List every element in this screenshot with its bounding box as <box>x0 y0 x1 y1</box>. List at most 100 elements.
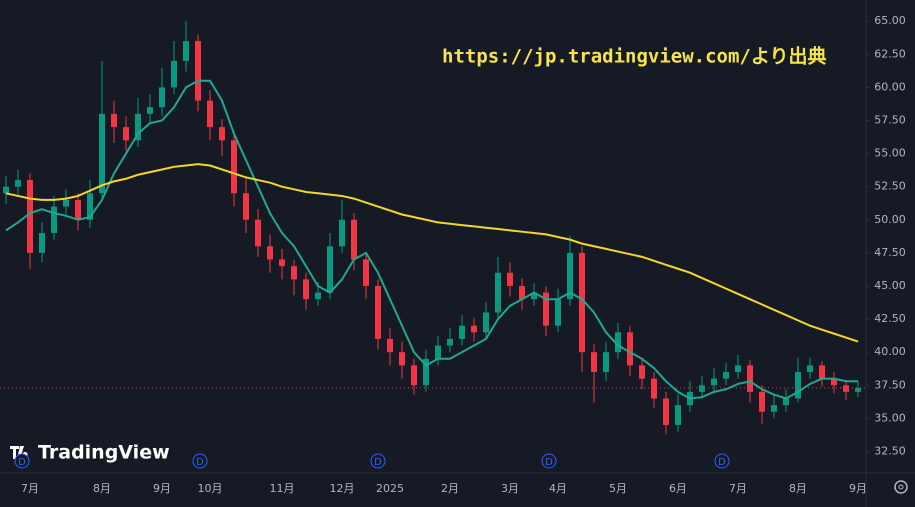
candle-body <box>339 219 345 247</box>
plot: 32.50 35.00 37.50 40.00 42.50 45.00 47.50 50.00… <box>0 14 906 495</box>
candle-body <box>483 312 489 333</box>
candle-body <box>843 385 849 392</box>
candle-body <box>195 41 201 101</box>
dividend-label: D <box>196 457 204 468</box>
y-tick-label: 57.50 <box>874 113 906 126</box>
candle-body <box>411 365 417 386</box>
candle-body <box>555 299 561 326</box>
candle-body <box>543 292 549 326</box>
x-tick-label: 12月 <box>330 482 355 495</box>
candle-body <box>291 266 297 280</box>
candle-body <box>783 398 789 406</box>
candle-body <box>75 199 81 220</box>
candle-body <box>567 252 573 300</box>
x-tick-label: 5月 <box>609 482 627 495</box>
candle-body <box>99 113 105 194</box>
candle-body <box>303 279 309 300</box>
candle-body <box>351 219 357 260</box>
x-tick-label: 9月 <box>153 482 171 495</box>
candle-body <box>279 259 285 267</box>
x-tick-label: 8月 <box>789 482 807 495</box>
candle-body <box>807 365 813 373</box>
x-tick-label: 7月 <box>729 482 747 495</box>
candle-body <box>111 113 117 128</box>
candle-body <box>255 219 261 247</box>
candle-body <box>147 107 153 114</box>
x-tick-label: 7月 <box>21 482 39 495</box>
candle-body <box>327 246 333 293</box>
y-tick-label: 37.50 <box>874 378 906 391</box>
candle-body <box>603 352 609 373</box>
gear[interactable] <box>894 480 908 494</box>
y-tick-label: 60.00 <box>874 80 906 93</box>
candle-body <box>759 391 765 412</box>
candle-body <box>459 325 465 339</box>
candle-body <box>675 405 681 425</box>
y-tick-label: 42.50 <box>874 312 906 325</box>
candle-body <box>267 246 273 260</box>
candle-body <box>171 60 177 88</box>
dividend-marker <box>541 453 557 469</box>
candle-body <box>87 193 93 220</box>
candle-body <box>243 193 249 220</box>
candle-body <box>399 352 405 366</box>
y-tick-label: 32.50 <box>874 444 906 457</box>
candle-body <box>135 113 141 141</box>
candle-body <box>471 325 477 333</box>
y-tick-label: 35.00 <box>874 411 906 424</box>
candle-body <box>315 292 321 300</box>
dividend-marker <box>370 453 386 469</box>
candle-body <box>207 100 213 128</box>
x-tick-label: 6月 <box>669 482 687 495</box>
candle-body <box>711 378 717 386</box>
x-tick-label: 9月 <box>849 482 867 495</box>
candle-body <box>663 398 669 425</box>
y-tick-label: 55.00 <box>874 147 906 160</box>
logo: TradingView <box>10 442 170 464</box>
candle-body <box>519 285 525 300</box>
candle-body <box>123 127 129 141</box>
candle-body <box>495 272 501 313</box>
y-tick-label: 40.00 <box>874 345 906 358</box>
candle-body <box>387 338 393 353</box>
candle-body <box>771 405 777 412</box>
y-tick-label: 52.50 <box>874 180 906 193</box>
x-tick-label: 3月 <box>501 482 519 495</box>
candle-body <box>531 292 537 300</box>
candle-body <box>795 372 801 399</box>
settings-icon[interactable] <box>894 480 908 494</box>
x-tick-label: 2025 <box>376 482 404 495</box>
candle-body <box>183 41 189 61</box>
candle-body <box>27 180 33 253</box>
candle-body <box>3 186 9 194</box>
watermark: https://jp.tradingview.com/より出典 <box>442 45 826 68</box>
dividend-label: D <box>374 457 382 468</box>
candle-body <box>51 206 57 234</box>
candle-body <box>639 365 645 379</box>
candle-body <box>579 252 585 353</box>
y-tick-label: 62.50 <box>874 47 906 60</box>
candle-body <box>423 358 429 386</box>
y-tick-label: 50.00 <box>874 213 906 226</box>
dividend-label: D <box>18 457 26 468</box>
dividend-label: D <box>718 457 726 468</box>
x-tick-label: 10月 <box>198 482 223 495</box>
candle-body <box>39 233 45 253</box>
moving-average-line <box>5 163 859 343</box>
candle-body <box>447 338 453 346</box>
candle-body <box>507 272 513 286</box>
candle-body <box>435 345 441 359</box>
candle-body <box>699 385 705 392</box>
gear-center[interactable] <box>898 484 904 490</box>
y-tick-label: 65.00 <box>874 14 906 27</box>
candle-body <box>855 387 861 392</box>
candle-body <box>159 87 165 108</box>
dividend-label: D <box>545 457 553 468</box>
candle-body <box>591 352 597 373</box>
candle-body <box>15 180 21 187</box>
moving-average-line <box>5 79 858 400</box>
dividend-marker <box>192 453 208 469</box>
dividend-marker <box>714 453 730 469</box>
